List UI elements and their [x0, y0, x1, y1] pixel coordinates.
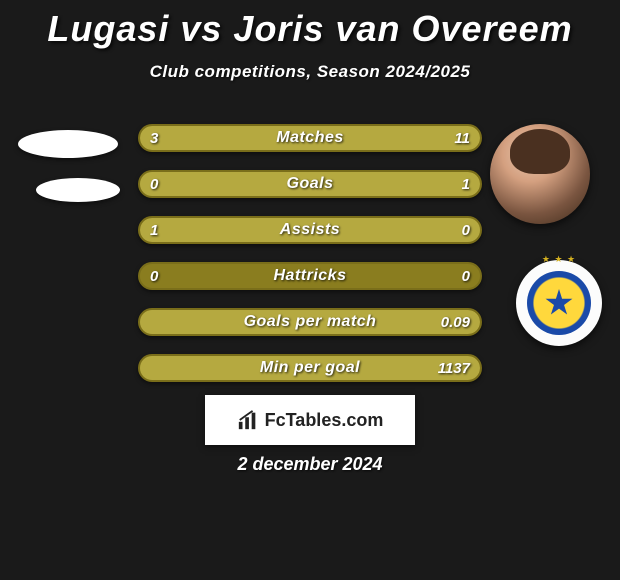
- stat-value-right: 11: [454, 126, 470, 150]
- placeholder-shape: [18, 130, 118, 158]
- stat-label: Assists: [140, 218, 480, 242]
- branding-text: FcTables.com: [265, 410, 384, 431]
- stat-row: 1Assists0: [138, 216, 482, 244]
- stat-label: Goals per match: [140, 310, 480, 334]
- placeholder-shape: [36, 178, 120, 202]
- page-subtitle: Club competitions, Season 2024/2025: [0, 62, 620, 82]
- date-label: 2 december 2024: [0, 454, 620, 475]
- chart-icon: [237, 409, 259, 431]
- club-badge: ★ ★ ★: [516, 260, 602, 346]
- player-right-avatar: [490, 124, 590, 224]
- branding-box: FcTables.com: [205, 395, 415, 445]
- stat-value-right: 0: [462, 264, 470, 288]
- stat-value-right: 0.09: [441, 310, 470, 334]
- page-title: Lugasi vs Joris van Overeem: [0, 0, 620, 50]
- stat-value-right: 1: [462, 172, 470, 196]
- stat-label: Goals: [140, 172, 480, 196]
- stat-label: Min per goal: [140, 356, 480, 380]
- stat-row: 3Matches11: [138, 124, 482, 152]
- club-stars-icon: ★ ★ ★: [516, 254, 602, 265]
- stats-table: 3Matches110Goals11Assists00Hattricks0Goa…: [138, 124, 482, 400]
- stat-label: Matches: [140, 126, 480, 150]
- stat-value-right: 0: [462, 218, 470, 242]
- stat-row: Goals per match0.09: [138, 308, 482, 336]
- player-left-avatar: [8, 120, 116, 228]
- stat-row: Min per goal1137: [138, 354, 482, 382]
- stat-row: 0Hattricks0: [138, 262, 482, 290]
- club-crest-icon: [527, 271, 591, 335]
- stat-label: Hattricks: [140, 264, 480, 288]
- stat-value-right: 1137: [438, 356, 470, 380]
- stat-row: 0Goals1: [138, 170, 482, 198]
